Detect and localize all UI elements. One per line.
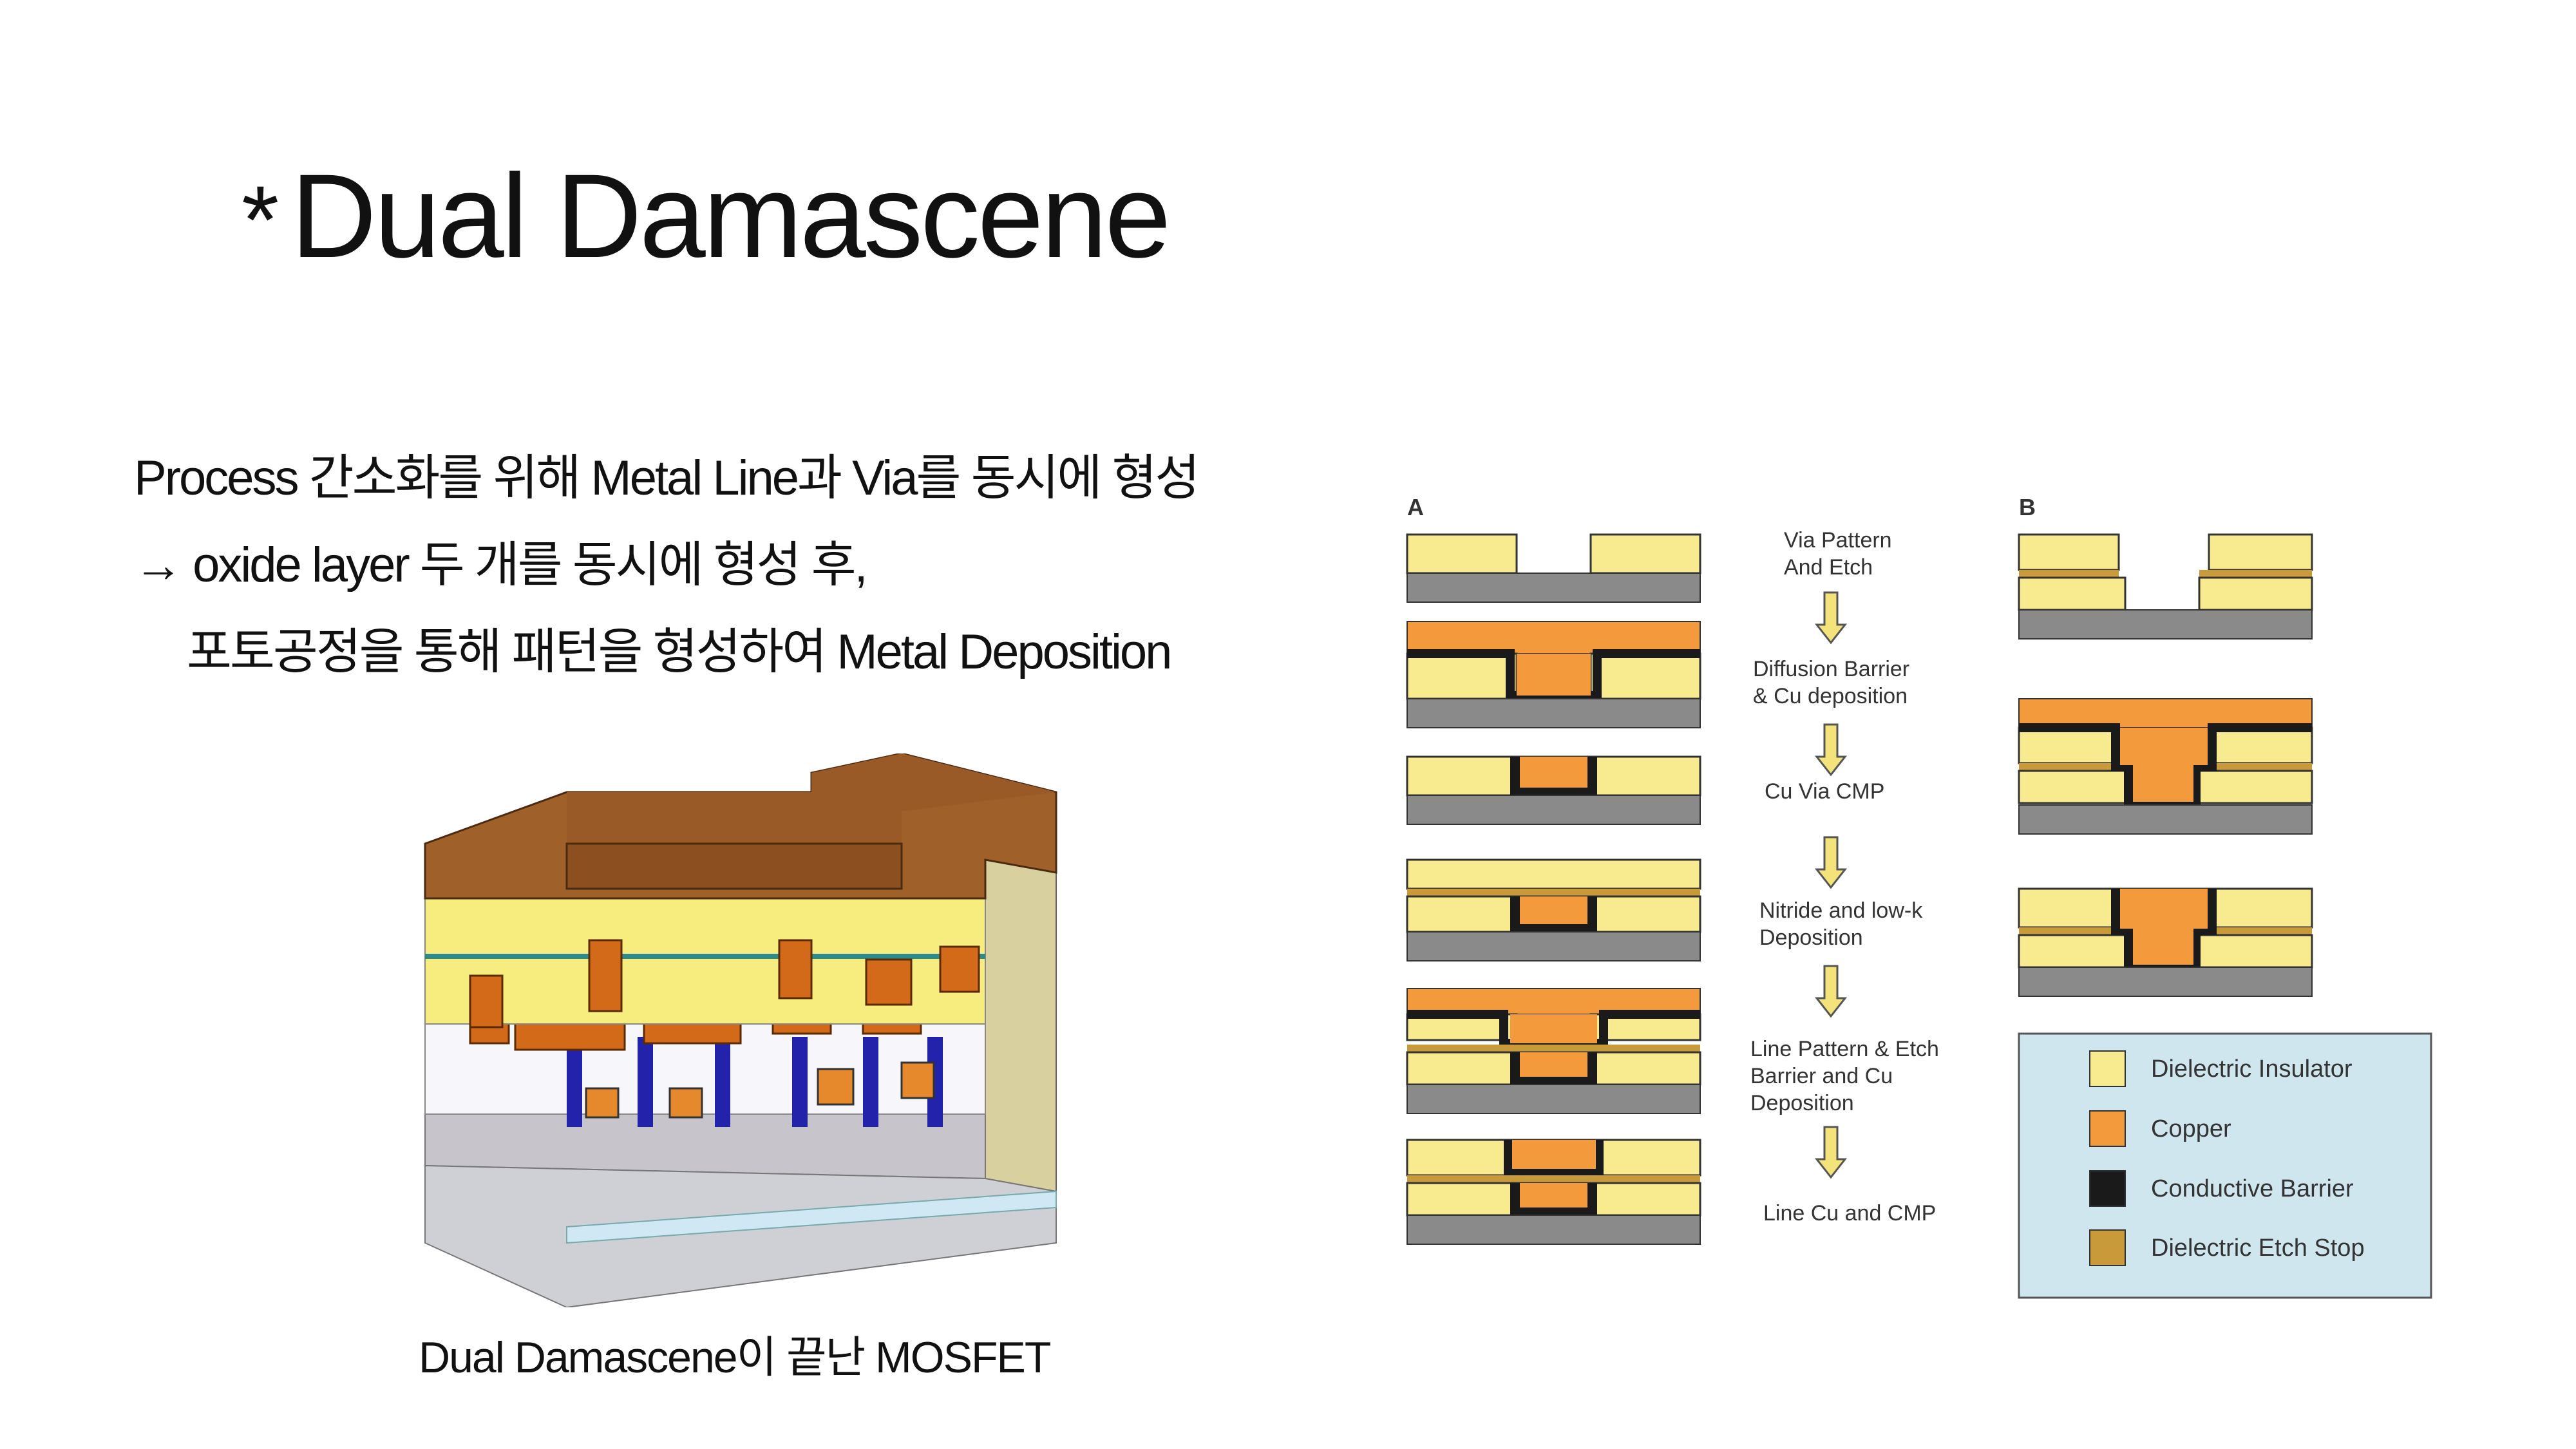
stack-a-5 <box>1406 988 1701 1114</box>
step-1-line-2: And Etch <box>1784 555 1873 580</box>
stack-a-4 <box>1406 858 1701 961</box>
step-5-line-3: Deposition <box>1750 1091 1854 1115</box>
legend-dielectric-insulator: Dielectric Insulator <box>2151 1056 2353 1083</box>
step-2-line-2: & Cu deposition <box>1753 684 1908 708</box>
legend: Dielectric Insulator Copper Conductive B… <box>2018 1032 2432 1299</box>
stack-b-3 <box>2018 887 2313 997</box>
step-4-line-2: Deposition <box>1759 925 1863 950</box>
title-text: Dual Damascene <box>290 150 1171 283</box>
legend-conductive-barrier: Conductive Barrier <box>2151 1175 2354 1202</box>
legend-dielectric-etch-stop: Dielectric Etch Stop <box>2151 1235 2365 1262</box>
stack-b-1 <box>2018 533 2313 639</box>
column-a-label: A <box>1407 494 1424 520</box>
step-1-line-1: Via Pattern <box>1784 528 1892 553</box>
step-2-line-1: Diffusion Barrier <box>1753 657 1909 681</box>
step-3-line-1: Cu Via CMP <box>1765 779 1884 804</box>
stack-a-3 <box>1406 755 1701 825</box>
mosfet-3d-figure <box>424 753 1057 1307</box>
slide-title: * Dual Damascene <box>242 148 1171 285</box>
left-figure-caption: Dual Damascene이 끝난 MOSFET <box>419 1333 1051 1382</box>
stack-a-1 <box>1406 533 1701 603</box>
stack-b-2 <box>2018 698 2313 835</box>
body-line-2: → oxide layer 두 개를 동시에 형성 후, <box>134 538 868 592</box>
body-line-3: 포토공정을 통해 패턴을 형성하여 Metal Deposition <box>187 625 1172 679</box>
step-4-line-1: Nitride and low-k <box>1759 898 1923 923</box>
step-5-line-2: Barrier and Cu <box>1750 1064 1893 1088</box>
step-arrows <box>1814 591 1848 1179</box>
stack-a-6 <box>1406 1139 1701 1245</box>
body-line-1: Process 간소화를 위해 Metal Line과 Via를 동시에 형성 <box>134 451 1200 506</box>
step-6-line-1: Line Cu and CMP <box>1763 1201 1936 1226</box>
step-5-line-1: Line Pattern & Etch <box>1750 1037 1939 1061</box>
legend-copper: Copper <box>2151 1115 2231 1142</box>
title-marker: * <box>242 166 279 274</box>
column-b-label: B <box>2019 494 2036 520</box>
process-flow-diagram: A B <box>1406 494 2432 1299</box>
stack-a-2 <box>1406 621 1701 728</box>
